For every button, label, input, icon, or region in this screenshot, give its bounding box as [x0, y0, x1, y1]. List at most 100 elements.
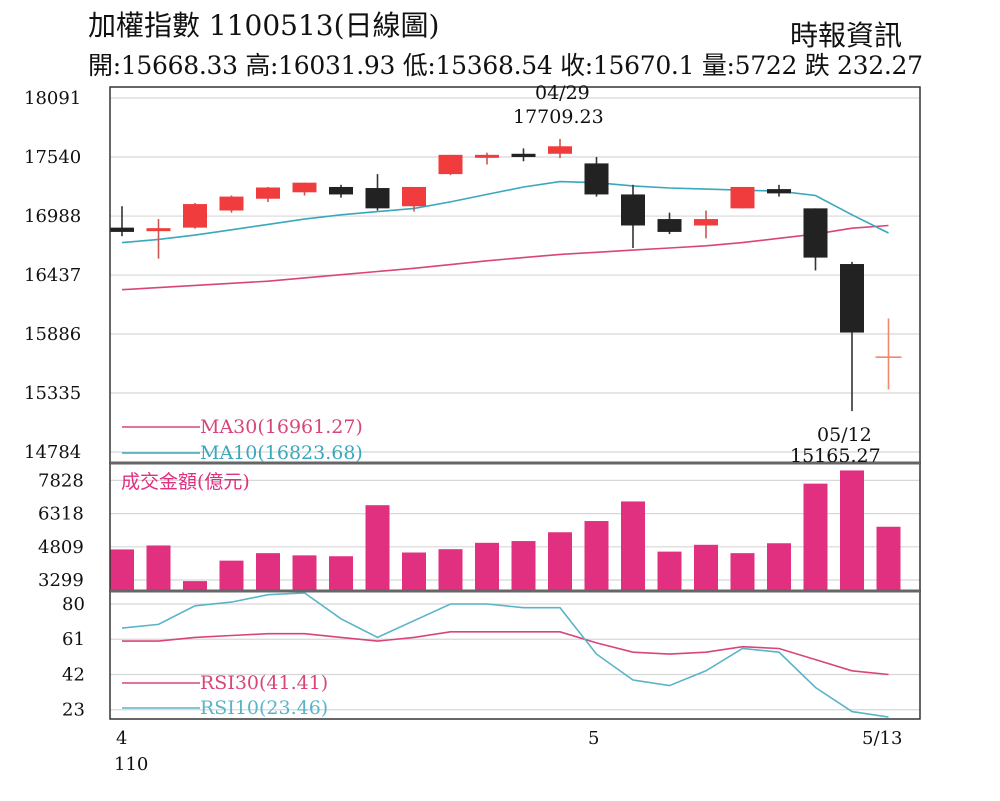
candle-body [219, 196, 244, 211]
ma30-legend-label: MA30(16961.27) [200, 416, 363, 438]
candle-body [256, 187, 280, 199]
candle-body [511, 153, 536, 157]
candle [657, 212, 682, 235]
volume-bar [621, 501, 645, 591]
volume-bar [438, 549, 463, 591]
candle [511, 148, 536, 162]
candle [402, 186, 426, 212]
volume-bar [219, 560, 244, 591]
volume-bar [840, 470, 864, 591]
candle-body [329, 186, 353, 195]
x-tick-year: 110 [114, 754, 148, 775]
candle-body [803, 208, 828, 258]
x-tick-may: 5 [588, 728, 599, 749]
candle [840, 261, 864, 412]
axis-ticks: 18091 17540 16988 16437 15886 15335 14784 7828 6… [24, 88, 85, 721]
volume-bar [329, 556, 353, 591]
ma10-line [121, 180, 889, 244]
high-annotation-value: 17709.23 [513, 106, 604, 128]
volume-bar [876, 526, 901, 591]
price-y-tick: 15886 [24, 324, 81, 345]
rsi-y-tick: 61 [62, 629, 85, 650]
candle-body [365, 188, 390, 209]
rsi30-legend-label: RSI30(41.41) [200, 672, 328, 694]
candle [219, 195, 244, 213]
high-annotation-date: 04/29 [535, 82, 590, 104]
price-y-tick: 16988 [24, 206, 81, 227]
volume-bar [584, 521, 609, 591]
candle-body [475, 154, 499, 158]
candle [730, 186, 755, 209]
volume-bar [402, 552, 426, 591]
volume-bar [110, 549, 134, 591]
candle-body [183, 204, 207, 228]
price-y-tick: 16437 [24, 265, 81, 286]
x-tick-april: 4 [116, 728, 127, 749]
candle [475, 152, 499, 165]
candle [767, 184, 791, 197]
candle [146, 219, 171, 259]
rsi10-legend-label: RSI10(23.46) [200, 697, 328, 719]
volume-y-tick: 4809 [38, 537, 84, 558]
volume-bar [657, 551, 682, 591]
rsi-lines [121, 592, 889, 718]
price-y-tick: 15335 [24, 383, 81, 404]
rsi30-line [122, 630, 889, 676]
price-y-tick: 18091 [24, 88, 81, 109]
candle [329, 184, 353, 198]
rsi-y-tick: 42 [62, 664, 85, 685]
volume-bar [183, 581, 207, 591]
volume-bar [511, 541, 536, 591]
gridlines [110, 97, 920, 711]
candle-body [146, 228, 171, 232]
volume-bar [694, 544, 718, 591]
candle [621, 184, 645, 248]
candle [694, 210, 718, 239]
volume-bar [146, 545, 171, 591]
chart-title: 加權指數 1100513(日線圖) [88, 9, 440, 42]
candle [875, 318, 902, 390]
x-tick-last-date: 5/13 [862, 728, 902, 749]
candle-body [438, 154, 463, 175]
volume-bar [548, 532, 572, 591]
volume-bars [110, 470, 901, 591]
price-y-tick: 14784 [24, 442, 81, 463]
candle [256, 186, 280, 202]
volume-bar [365, 505, 390, 591]
candle [438, 154, 463, 176]
candle [292, 182, 317, 196]
rsi10-line [121, 592, 889, 718]
volume-bar [292, 555, 317, 591]
candle-body [110, 227, 134, 232]
volume-y-tick: 7828 [38, 470, 84, 491]
ma10-legend-label: MA10(16823.68) [200, 442, 363, 464]
low-annotation-value: 15165.27 [790, 445, 881, 467]
price-y-tick: 17540 [24, 147, 81, 168]
candle [584, 156, 609, 197]
source-label: 時報資訊 [790, 19, 903, 52]
candle-body [657, 219, 682, 232]
volume-bar [475, 542, 499, 591]
volume-bar [803, 483, 828, 591]
moving-average-lines [121, 180, 889, 291]
low-annotation-date: 05/12 [817, 424, 872, 446]
candle-body [584, 163, 609, 195]
volume-bar [730, 553, 755, 591]
candle-body [548, 146, 572, 154]
candle-body [767, 189, 791, 194]
candle [548, 138, 572, 159]
rsi-y-tick: 80 [62, 594, 85, 615]
candle-body [840, 264, 864, 333]
candle-body [292, 182, 317, 193]
candle [365, 174, 390, 211]
volume-y-tick: 6318 [38, 504, 84, 525]
rsi-y-tick: 23 [62, 700, 85, 721]
ma30-line [121, 224, 889, 291]
volume-y-tick: 3299 [38, 570, 84, 591]
volume-panel-title: 成交金額(億元) [121, 471, 250, 493]
candle [183, 203, 207, 229]
candle-body [402, 186, 426, 207]
candlesticks [110, 138, 902, 412]
candle [110, 206, 134, 237]
